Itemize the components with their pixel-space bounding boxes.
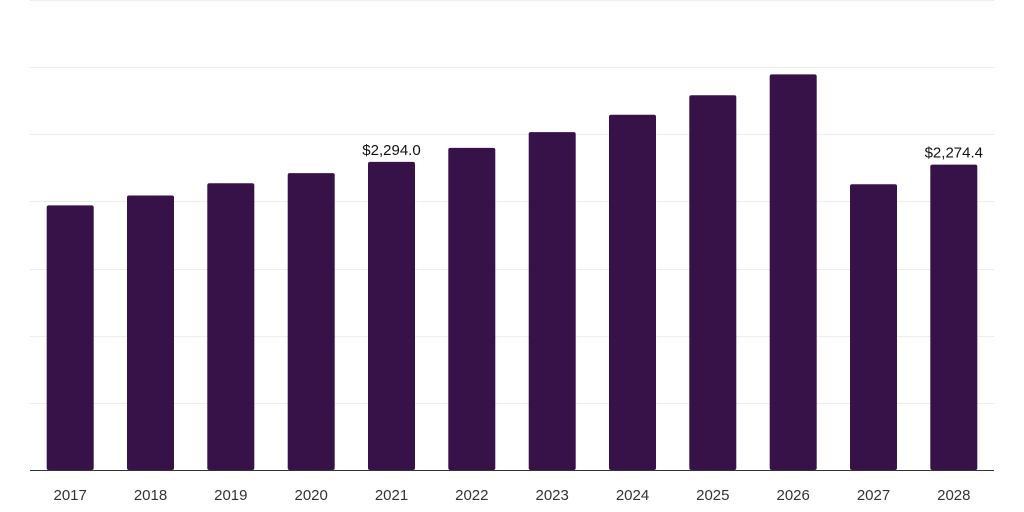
x-tick-label: 2018 [134, 487, 167, 504]
x-tick-label: 2020 [295, 487, 328, 504]
x-tick-label: 2028 [937, 487, 970, 504]
bar-2024 [609, 114, 656, 470]
data-labels: $2,294.0 $2,274.4 [362, 142, 983, 162]
bar-2020 [287, 173, 335, 470]
bars [46, 74, 978, 471]
gridlines [30, 0, 994, 404]
x-tick-label: 2021 [375, 487, 408, 504]
x-tick-label: 2023 [536, 487, 569, 504]
x-tick-label: 2017 [54, 487, 87, 504]
data-label: $2,294.0 [362, 142, 420, 159]
data-label: $2,274.4 [925, 145, 983, 162]
bar-2021 [368, 161, 415, 470]
x-tick-label: 2026 [777, 487, 810, 504]
bar-2026 [769, 74, 817, 471]
x-tick-label: 2024 [616, 487, 649, 504]
x-tick-label: 2027 [857, 487, 890, 504]
bar-2022 [448, 147, 496, 470]
bar-2025 [689, 95, 737, 471]
x-tick-label: 2025 [696, 487, 729, 504]
x-tick-label: 2022 [455, 487, 488, 504]
bar-2019 [207, 183, 255, 470]
bar-2017 [46, 205, 94, 470]
bar-2023 [528, 132, 576, 470]
bar-2018 [127, 195, 174, 470]
x-tick-label: 2019 [214, 487, 247, 504]
bar-2027 [850, 184, 897, 470]
bar-2028 [930, 164, 978, 470]
x-tick-labels: 2017 2018 2019 2020 2021 2022 2023 2024 2025 2026… [54, 487, 971, 504]
